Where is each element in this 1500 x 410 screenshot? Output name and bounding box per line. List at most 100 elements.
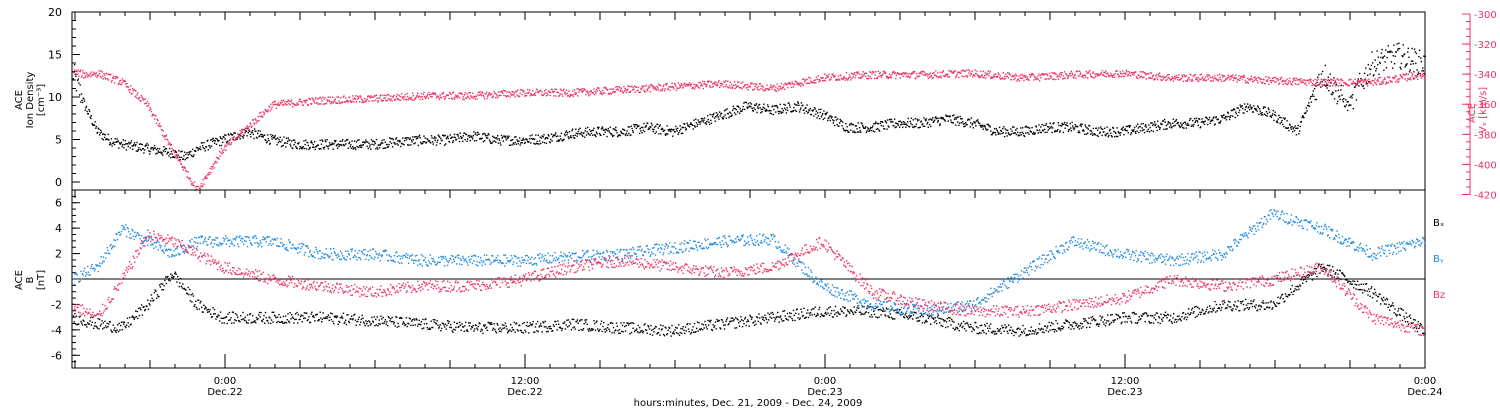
data-point bbox=[301, 321, 303, 323]
data-point bbox=[1158, 128, 1161, 131]
data-point bbox=[661, 89, 663, 92]
data-point bbox=[555, 132, 557, 134]
data-point bbox=[773, 108, 775, 111]
data-point bbox=[367, 95, 369, 97]
data-point bbox=[1305, 84, 1308, 86]
data-point bbox=[864, 127, 866, 129]
data-point bbox=[1303, 83, 1306, 85]
data-point bbox=[388, 317, 390, 319]
data-point bbox=[160, 283, 162, 285]
data-point bbox=[915, 73, 918, 75]
data-point bbox=[720, 85, 722, 87]
data-point bbox=[1117, 74, 1119, 76]
data-point bbox=[396, 94, 398, 96]
data-point bbox=[183, 155, 185, 157]
data-point bbox=[1258, 76, 1260, 79]
data-point bbox=[620, 130, 622, 133]
data-point bbox=[998, 73, 1000, 75]
data-point bbox=[147, 100, 149, 103]
data-point bbox=[880, 121, 882, 123]
data-point bbox=[715, 81, 717, 83]
data-point bbox=[236, 138, 238, 141]
data-point bbox=[573, 137, 576, 139]
data-point bbox=[494, 92, 496, 94]
data-point bbox=[1320, 86, 1322, 88]
data-point bbox=[707, 81, 709, 83]
data-point bbox=[865, 75, 867, 78]
data-point bbox=[401, 317, 403, 320]
data-point bbox=[1158, 75, 1160, 77]
b-tick-label: -2 bbox=[51, 298, 62, 311]
data-point bbox=[1259, 110, 1261, 112]
data-point bbox=[345, 100, 348, 103]
data-point bbox=[1322, 70, 1324, 73]
data-point bbox=[746, 86, 748, 89]
data-point bbox=[1224, 79, 1226, 82]
data-point bbox=[378, 319, 381, 321]
data-point bbox=[163, 135, 166, 137]
data-point bbox=[86, 110, 88, 113]
data-point bbox=[255, 119, 257, 121]
data-point bbox=[75, 70, 78, 72]
data-point bbox=[710, 119, 712, 122]
data-point bbox=[653, 88, 656, 91]
data-point bbox=[937, 72, 939, 74]
data-point bbox=[383, 322, 385, 325]
data-point bbox=[835, 119, 838, 121]
data-point bbox=[282, 315, 285, 318]
data-point bbox=[458, 325, 460, 328]
data-point bbox=[590, 130, 592, 132]
data-point bbox=[893, 125, 895, 127]
data-point bbox=[382, 100, 384, 102]
data-point bbox=[1234, 116, 1236, 119]
data-point bbox=[1052, 78, 1054, 81]
data-point bbox=[1289, 80, 1291, 83]
data-point bbox=[1092, 134, 1094, 136]
data-point bbox=[1243, 75, 1246, 77]
data-point bbox=[432, 141, 434, 143]
data-point bbox=[985, 77, 987, 79]
data-point bbox=[135, 97, 138, 99]
data-point bbox=[1217, 74, 1219, 77]
data-point bbox=[536, 88, 538, 91]
data-point bbox=[242, 133, 244, 136]
data-point bbox=[825, 114, 827, 116]
data-point bbox=[675, 125, 677, 128]
data-point bbox=[1283, 118, 1286, 120]
b-axis-label: [nT] bbox=[36, 270, 47, 290]
data-point bbox=[907, 117, 909, 120]
data-point bbox=[263, 314, 265, 317]
data-point bbox=[343, 144, 346, 146]
data-point bbox=[974, 122, 976, 124]
data-point bbox=[653, 128, 655, 131]
data-point bbox=[662, 85, 664, 88]
data-point bbox=[753, 107, 755, 109]
data-point bbox=[472, 92, 474, 94]
data-point bbox=[758, 103, 761, 106]
data-point bbox=[848, 74, 851, 76]
data-point bbox=[586, 131, 588, 133]
data-point bbox=[263, 134, 266, 136]
data-point bbox=[1363, 78, 1366, 81]
data-point bbox=[721, 116, 723, 119]
data-point bbox=[553, 95, 555, 97]
data-point bbox=[1026, 76, 1028, 78]
data-point bbox=[1365, 67, 1367, 69]
data-point bbox=[1205, 79, 1208, 81]
data-point bbox=[79, 84, 81, 86]
data-point bbox=[73, 321, 75, 323]
data-point bbox=[845, 72, 848, 74]
data-point bbox=[200, 185, 202, 187]
data-point bbox=[90, 324, 93, 326]
data-point bbox=[592, 92, 594, 94]
data-point bbox=[81, 99, 83, 102]
data-point bbox=[1315, 82, 1317, 85]
data-point bbox=[854, 125, 856, 127]
data-point bbox=[856, 128, 858, 130]
data-point bbox=[1055, 130, 1058, 132]
data-point bbox=[1348, 79, 1350, 81]
data-point bbox=[578, 128, 580, 131]
data-point bbox=[1320, 80, 1322, 83]
data-point bbox=[874, 74, 876, 76]
data-point bbox=[171, 274, 174, 277]
